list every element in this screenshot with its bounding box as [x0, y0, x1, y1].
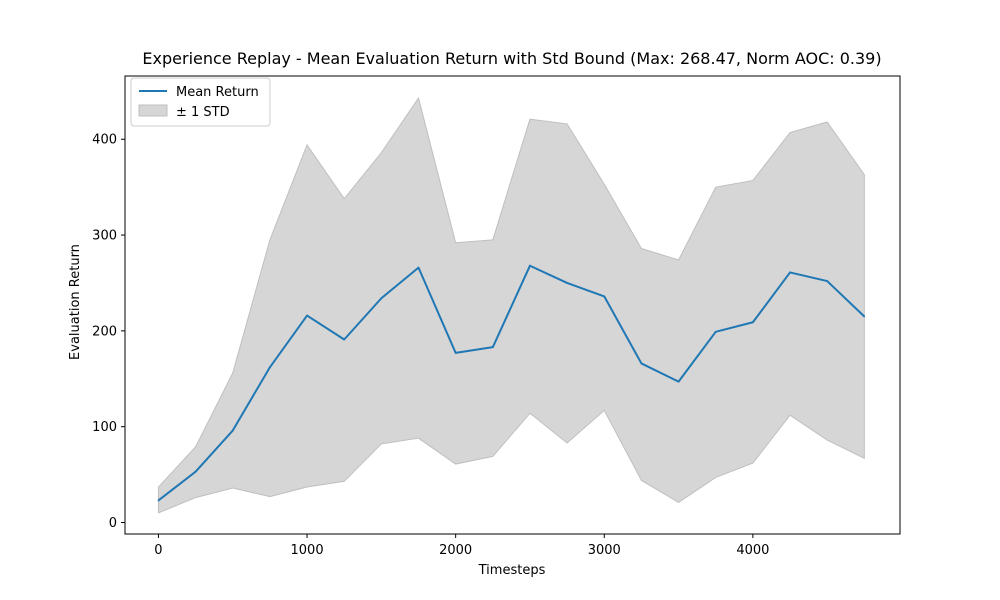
mean-return-point	[269, 366, 271, 369]
legend: Mean Return ± 1 STD	[130, 77, 271, 127]
y-tick-label: 100	[92, 420, 117, 435]
mean-return-line	[157, 264, 866, 502]
x-tick-label: 0	[154, 543, 162, 558]
mean-return-point	[343, 338, 345, 341]
mean-return-point	[231, 429, 234, 432]
y-tick-label: 300	[92, 229, 117, 244]
mean-return-point	[380, 297, 383, 300]
mean-return-point	[492, 346, 494, 348]
y-tick-label: 200	[92, 324, 117, 339]
x-tick-label: 1000	[291, 543, 324, 558]
mean-return-point	[157, 499, 160, 502]
mean-return-point	[640, 362, 643, 365]
x-tick-label: 4000	[736, 543, 769, 558]
mean-return-point	[566, 282, 568, 284]
mean-return-point	[826, 280, 828, 282]
x-tick-label: 2000	[439, 543, 472, 558]
mean-return-point	[454, 352, 457, 354]
mean-return-point	[417, 266, 420, 269]
mean-return-point	[306, 314, 308, 317]
mean-return-point	[752, 321, 754, 324]
legend-mean-label: Mean Return	[176, 85, 259, 100]
plot-frame	[124, 75, 901, 535]
legend-std-swatch	[138, 104, 168, 117]
mean-return-point	[863, 315, 866, 318]
y-tick-label: 400	[92, 133, 117, 148]
mean-return-point	[194, 470, 197, 473]
y-axis-label: Evaluation Return	[68, 244, 83, 360]
mean-return-point	[529, 264, 531, 267]
chart-title: Experience Replay - Mean Evaluation Retu…	[142, 49, 881, 68]
legend-std-label: ± 1 STD	[176, 105, 230, 120]
mean-return-point	[789, 271, 791, 274]
axes-layer: 0 1000 2000 3000 4000 0 100 200 300 400	[92, 75, 901, 558]
mean-return-point	[714, 331, 717, 333]
x-tick-label: 3000	[588, 543, 621, 558]
mean-return-point	[677, 380, 680, 383]
x-axis-label: Timesteps	[478, 563, 546, 578]
y-tick-label: 0	[109, 516, 117, 531]
mean-line-layer	[157, 264, 866, 502]
mean-return-point	[603, 295, 606, 298]
